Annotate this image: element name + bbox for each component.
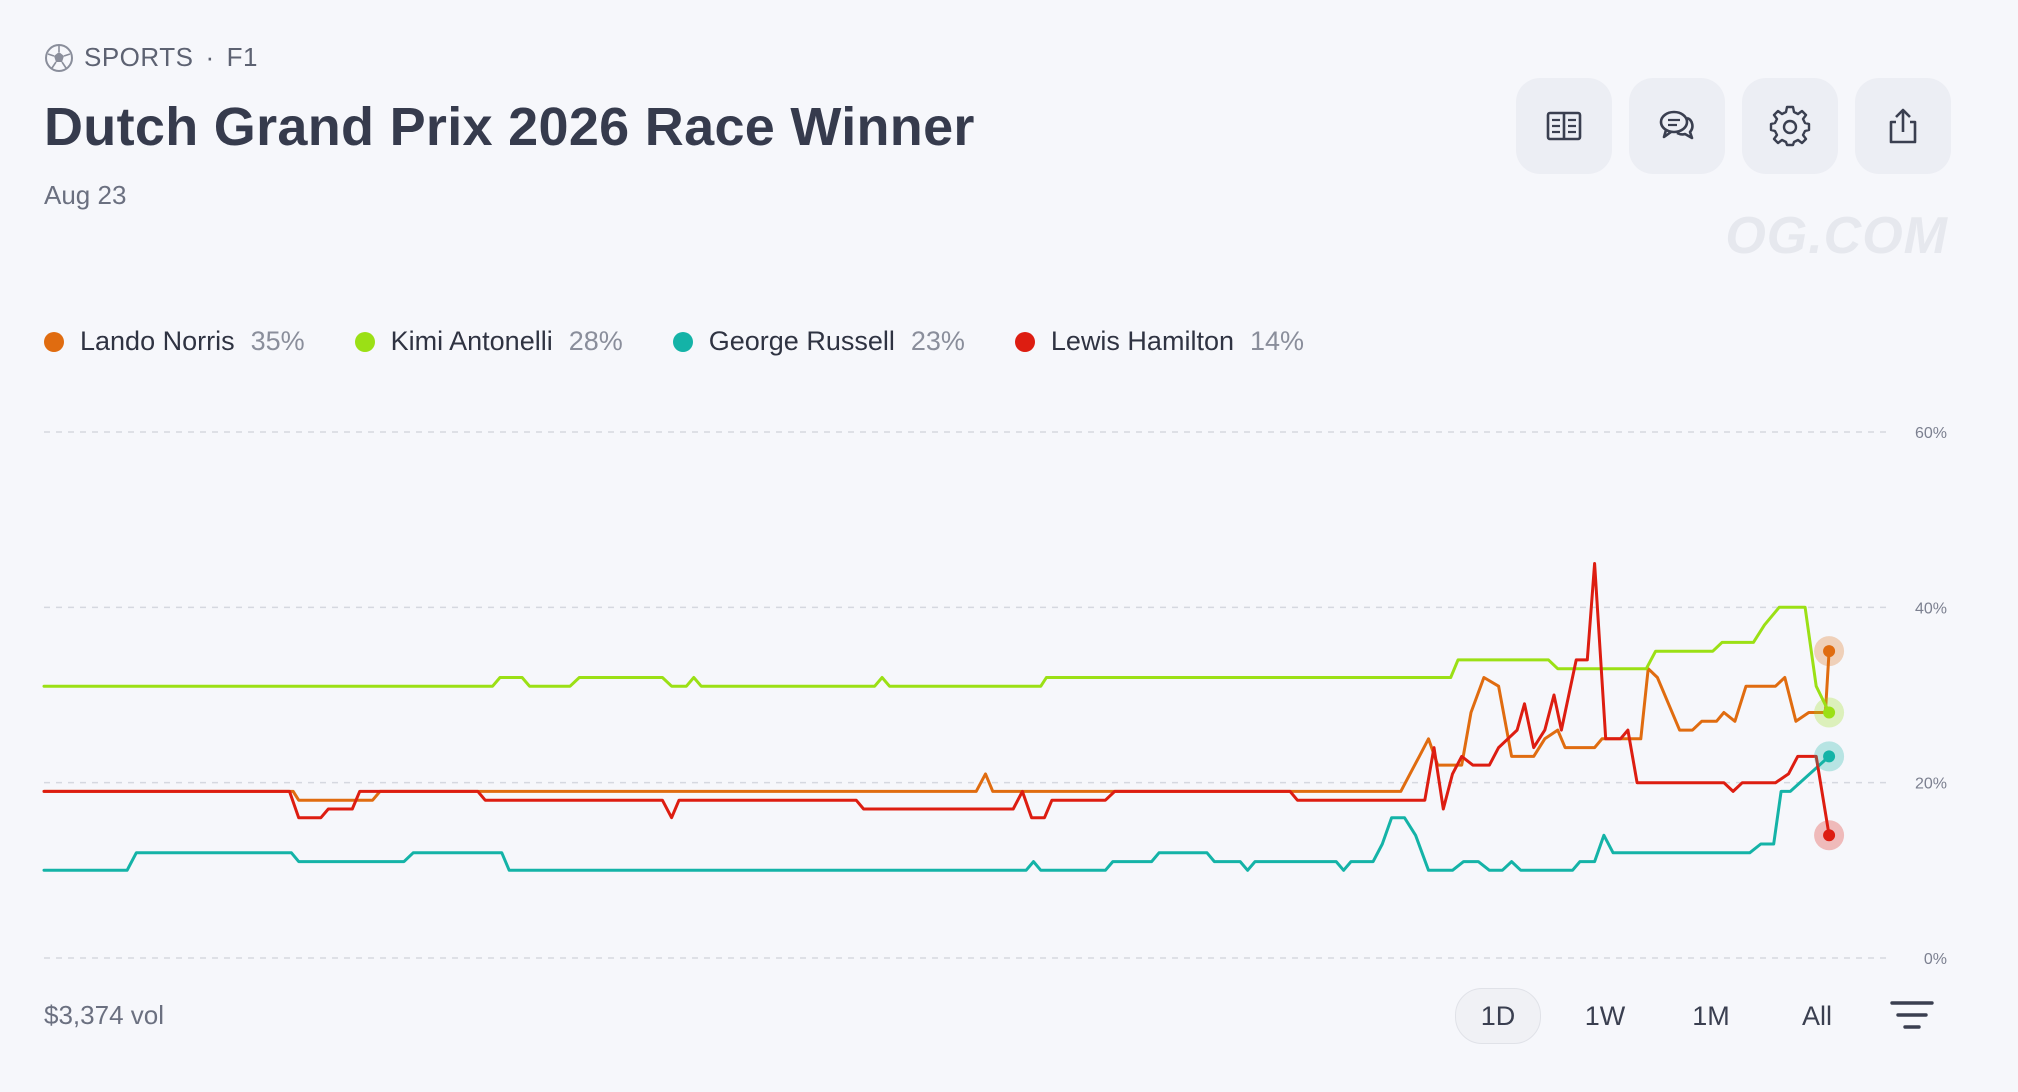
category-link[interactable]: SPORTS (84, 42, 194, 72)
legend-dot (1014, 331, 1035, 352)
legend-name: Lando Norris (80, 326, 235, 356)
settings-button[interactable] (1742, 78, 1838, 174)
breadcrumb: SPORTS · F1 (44, 42, 258, 73)
series-line-lewis-hamilton (42, 562, 1831, 837)
end-marker-lewis-hamilton (1823, 829, 1836, 842)
legend-percent: 28% (568, 326, 623, 356)
legend-percent: 14% (1249, 326, 1305, 356)
legend-item-lewis-hamilton[interactable]: Lewis Hamilton 14% (1014, 326, 1305, 357)
legend-dot (44, 331, 64, 352)
event-date: Aug 23 (44, 180, 127, 210)
book-icon (1546, 111, 1582, 141)
chart-settings-button[interactable] (1882, 990, 1942, 1040)
filter-lines-icon (1890, 1001, 1934, 1029)
end-marker-george-russell (1823, 750, 1836, 763)
share-button[interactable] (1855, 78, 1951, 174)
series-line-kimi-antonelli (42, 605, 1831, 714)
watermark-logo: OG.COM (1725, 207, 1948, 265)
end-marker-kimi-antonelli (1823, 706, 1836, 719)
rules-button[interactable] (1516, 78, 1612, 174)
legend-name: Lewis Hamilton (1050, 326, 1234, 356)
y-tick-label: 60% (1915, 425, 1947, 442)
chat-bubbles-icon (1659, 110, 1694, 140)
chart-legend: Lando Norris 35% Kimi Antonelli 28% Geor… (44, 326, 1354, 357)
series-line-george-russell (42, 754, 1831, 872)
legend-dot (672, 331, 693, 352)
legend-item-kimi-antonelli[interactable]: Kimi Antonelli 28% (354, 326, 623, 357)
series-line-lando-norris (42, 649, 1831, 802)
gear-icon (1769, 105, 1811, 147)
range-tab-1m[interactable]: 1M (1692, 1000, 1730, 1031)
breadcrumb-separator: · (205, 42, 215, 72)
range-tab-1w[interactable]: 1W (1584, 1000, 1626, 1031)
volume-label: $3,374 vol (44, 1000, 164, 1030)
range-tab-1d[interactable]: 1D (1455, 988, 1541, 1044)
y-tick-label: 0% (1924, 951, 1947, 968)
share-icon (1889, 108, 1917, 144)
legend-name: George Russell (708, 326, 895, 356)
time-range-tabs: 1D 1W 1M All (1455, 988, 1859, 1044)
legend-dot (354, 331, 375, 352)
legend-percent: 35% (250, 326, 305, 356)
legend-name: Kimi Antonelli (390, 326, 553, 356)
legend-percent: 23% (910, 326, 965, 356)
comments-button[interactable] (1629, 78, 1725, 174)
subcategory-link[interactable]: F1 (226, 42, 258, 72)
legend-item-lando-norris[interactable]: Lando Norris 35% (44, 326, 305, 357)
toolbar (1516, 78, 1951, 174)
y-tick-label: 40% (1915, 600, 1947, 617)
y-tick-label: 20% (1915, 776, 1947, 793)
legend-item-george-russell[interactable]: George Russell 23% (672, 326, 965, 357)
page-title: Dutch Grand Prix 2026 Race Winner (44, 97, 975, 157)
end-marker-lando-norris (1823, 645, 1836, 658)
sport-ball-icon (45, 43, 73, 72)
range-tab-all[interactable]: All (1801, 1000, 1832, 1031)
